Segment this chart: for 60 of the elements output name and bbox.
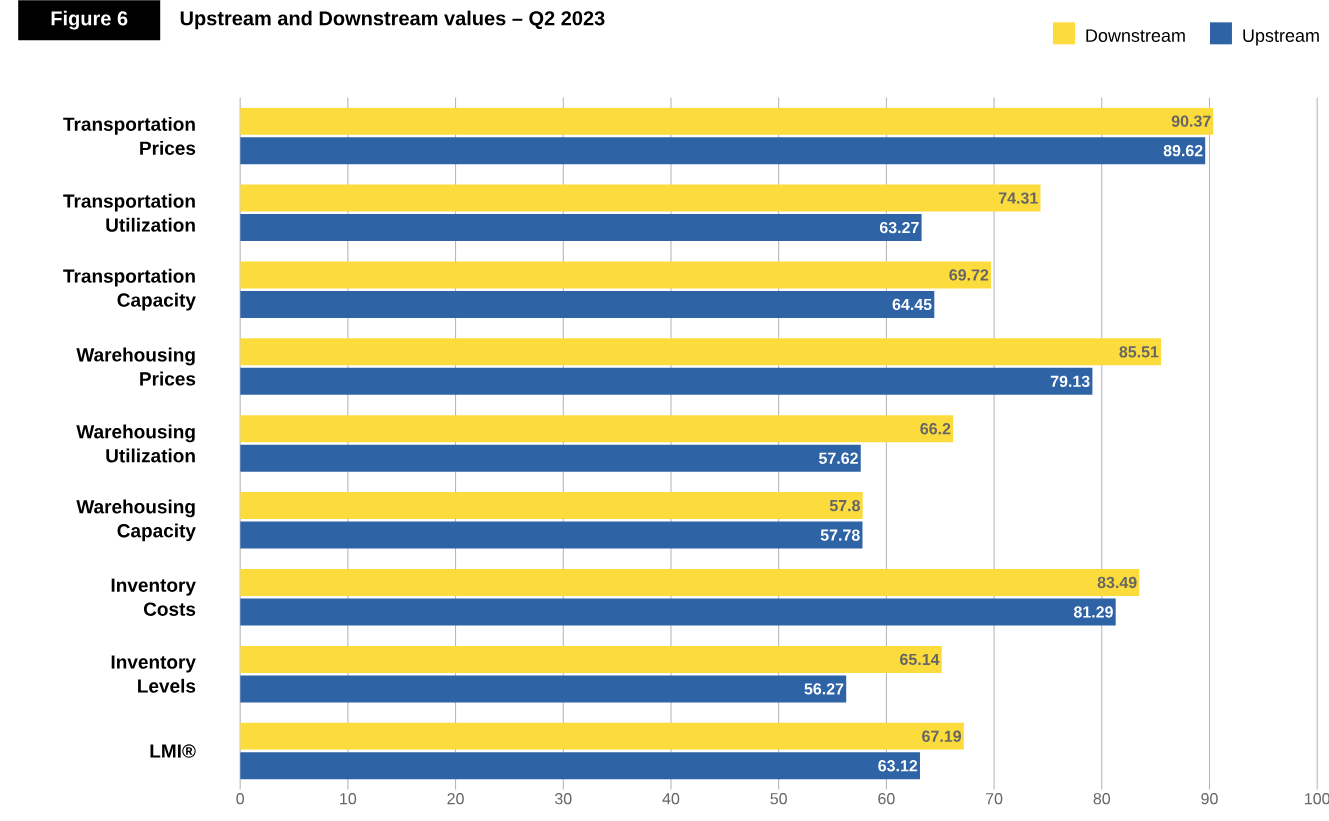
x-tick-label: 80	[1093, 793, 1111, 805]
bar	[240, 598, 1116, 626]
data-label: 56.27	[804, 683, 844, 695]
x-tick-label: 60	[878, 793, 895, 805]
data-label: 90.37	[1171, 115, 1211, 127]
chart-title: Upstream and Downstream values – Q2 2023	[180, 10, 605, 30]
data-label: 64.45	[892, 298, 932, 311]
bar	[240, 107, 1214, 135]
bar	[240, 675, 847, 703]
data-label: 57.78	[820, 529, 860, 541]
y-tick-label: Warehousing Capacity	[76, 499, 196, 542]
y-tick-label: Transportation Prices	[63, 116, 196, 155]
x-tick-label: 40	[662, 793, 680, 805]
y-tick-label: LMI®	[150, 744, 196, 758]
bar	[240, 214, 922, 242]
data-label: 89.62	[1163, 145, 1203, 157]
bar	[240, 137, 1206, 165]
caption: Figure 6	[51, 10, 128, 30]
data-label: 66.2	[920, 423, 951, 435]
x-tick-label: 70	[986, 793, 1003, 805]
legend-label: Upstream	[1243, 29, 1319, 46]
y-tick-label: Inventory Levels	[111, 655, 196, 693]
y-tick-label: Warehousing Prices	[76, 347, 196, 386]
x-tick-label: 50	[770, 793, 787, 805]
y-tick-label: Transportation Utilization	[63, 193, 195, 232]
y-tick-label: Transportation Capacity	[63, 268, 196, 311]
x-tick-label: 90	[1201, 793, 1218, 805]
y-tick-label: Warehousing Utilization	[76, 424, 195, 463]
bar	[240, 261, 992, 289]
data-label: 67.19	[922, 730, 962, 742]
y-tick-label: Inventory Costs	[111, 578, 196, 616]
bar	[240, 645, 942, 673]
x-tick-label: 30	[554, 793, 572, 805]
x-tick-label: 100	[1305, 793, 1329, 805]
x-tick-label: 10	[340, 793, 357, 805]
data-label: 63.27	[879, 221, 919, 234]
data-label: 83.49	[1097, 576, 1137, 589]
data-label: 65.14	[900, 653, 940, 666]
data-label: 69.72	[949, 269, 989, 281]
x-tick-label: 20	[447, 793, 464, 805]
bar	[240, 338, 1162, 366]
bar	[240, 521, 863, 549]
data-label: 74.31	[998, 192, 1038, 204]
data-label: 57.8	[829, 499, 860, 512]
legend-label: Downstream	[1086, 29, 1185, 42]
bar	[240, 184, 1041, 212]
data-label: 63.12	[878, 760, 918, 772]
data-label: 81.29	[1073, 606, 1113, 618]
bar	[240, 569, 1140, 597]
x-tick-label: 0	[236, 793, 244, 805]
bar	[240, 492, 863, 520]
bar	[240, 415, 954, 443]
bar	[240, 444, 861, 472]
bar	[240, 367, 1093, 395]
data-label: 79.13	[1050, 375, 1090, 388]
data-label: 85.51	[1119, 346, 1159, 358]
bar	[240, 752, 920, 780]
bar	[240, 722, 964, 750]
data-label: 57.62	[818, 452, 858, 464]
bar	[240, 290, 935, 318]
